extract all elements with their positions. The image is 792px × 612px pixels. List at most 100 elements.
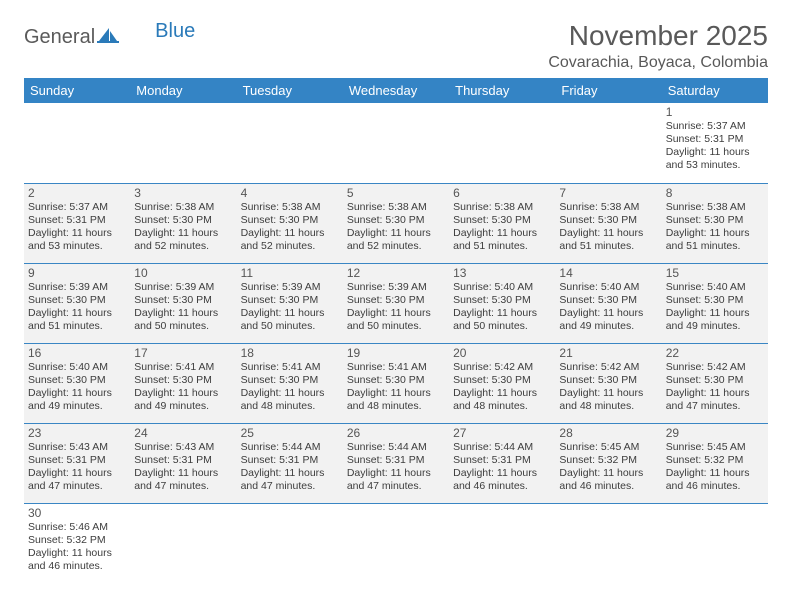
location-text: Covarachia, Boyaca, Colombia xyxy=(548,54,768,72)
sunrise-text: Sunrise: 5:44 AM xyxy=(453,441,551,454)
sunset-text: Sunset: 5:30 PM xyxy=(666,294,764,307)
sunrise-text: Sunrise: 5:40 AM xyxy=(28,361,126,374)
calendar-cell: 24Sunrise: 5:43 AMSunset: 5:31 PMDayligh… xyxy=(130,423,236,503)
daylight-text: Daylight: 11 hours and 46 minutes. xyxy=(28,547,126,573)
calendar-row: 16Sunrise: 5:40 AMSunset: 5:30 PMDayligh… xyxy=(24,343,768,423)
calendar-row: 9Sunrise: 5:39 AMSunset: 5:30 PMDaylight… xyxy=(24,263,768,343)
calendar-cell: 6Sunrise: 5:38 AMSunset: 5:30 PMDaylight… xyxy=(449,183,555,263)
calendar-row: 2Sunrise: 5:37 AMSunset: 5:31 PMDaylight… xyxy=(24,183,768,263)
day-header: Monday xyxy=(130,78,236,103)
calendar-cell: 3Sunrise: 5:38 AMSunset: 5:30 PMDaylight… xyxy=(130,183,236,263)
sunrise-text: Sunrise: 5:41 AM xyxy=(134,361,232,374)
sunset-text: Sunset: 5:30 PM xyxy=(28,294,126,307)
sunset-text: Sunset: 5:32 PM xyxy=(28,534,126,547)
sunset-text: Sunset: 5:30 PM xyxy=(241,214,339,227)
day-number: 26 xyxy=(347,426,445,440)
sunrise-text: Sunrise: 5:42 AM xyxy=(666,361,764,374)
daylight-text: Daylight: 11 hours and 52 minutes. xyxy=(347,227,445,253)
day-header: Sunday xyxy=(24,78,130,103)
day-number: 18 xyxy=(241,346,339,360)
sunrise-text: Sunrise: 5:39 AM xyxy=(134,281,232,294)
day-number: 1 xyxy=(666,105,764,119)
calendar-table: Sunday Monday Tuesday Wednesday Thursday… xyxy=(24,78,768,583)
day-number: 9 xyxy=(28,266,126,280)
page-header: General Blue November 2025 Covarachia, B… xyxy=(24,20,768,72)
daylight-text: Daylight: 11 hours and 47 minutes. xyxy=(241,467,339,493)
calendar-cell: 13Sunrise: 5:40 AMSunset: 5:30 PMDayligh… xyxy=(449,263,555,343)
sunrise-text: Sunrise: 5:39 AM xyxy=(241,281,339,294)
calendar-cell: 30Sunrise: 5:46 AMSunset: 5:32 PMDayligh… xyxy=(24,503,130,583)
sunset-text: Sunset: 5:31 PM xyxy=(453,454,551,467)
calendar-cell: 27Sunrise: 5:44 AMSunset: 5:31 PMDayligh… xyxy=(449,423,555,503)
sunset-text: Sunset: 5:31 PM xyxy=(134,454,232,467)
sunrise-text: Sunrise: 5:38 AM xyxy=(559,201,657,214)
sunset-text: Sunset: 5:31 PM xyxy=(28,454,126,467)
daylight-text: Daylight: 11 hours and 49 minutes. xyxy=(134,387,232,413)
sunrise-text: Sunrise: 5:39 AM xyxy=(347,281,445,294)
sunset-text: Sunset: 5:30 PM xyxy=(241,294,339,307)
daylight-text: Daylight: 11 hours and 47 minutes. xyxy=(347,467,445,493)
sunrise-text: Sunrise: 5:38 AM xyxy=(134,201,232,214)
calendar-cell xyxy=(130,503,236,583)
calendar-cell: 29Sunrise: 5:45 AMSunset: 5:32 PMDayligh… xyxy=(662,423,768,503)
sunset-text: Sunset: 5:30 PM xyxy=(241,374,339,387)
day-number: 13 xyxy=(453,266,551,280)
day-number: 7 xyxy=(559,186,657,200)
sunset-text: Sunset: 5:30 PM xyxy=(666,374,764,387)
day-header: Saturday xyxy=(662,78,768,103)
calendar-cell: 25Sunrise: 5:44 AMSunset: 5:31 PMDayligh… xyxy=(237,423,343,503)
calendar-cell: 23Sunrise: 5:43 AMSunset: 5:31 PMDayligh… xyxy=(24,423,130,503)
daylight-text: Daylight: 11 hours and 53 minutes. xyxy=(28,227,126,253)
sunrise-text: Sunrise: 5:41 AM xyxy=(347,361,445,374)
sunset-text: Sunset: 5:30 PM xyxy=(134,374,232,387)
daylight-text: Daylight: 11 hours and 47 minutes. xyxy=(134,467,232,493)
sunrise-text: Sunrise: 5:38 AM xyxy=(347,201,445,214)
day-number: 24 xyxy=(134,426,232,440)
daylight-text: Daylight: 11 hours and 46 minutes. xyxy=(559,467,657,493)
daylight-text: Daylight: 11 hours and 51 minutes. xyxy=(559,227,657,253)
calendar-row: 23Sunrise: 5:43 AMSunset: 5:31 PMDayligh… xyxy=(24,423,768,503)
day-number: 23 xyxy=(28,426,126,440)
calendar-cell xyxy=(237,503,343,583)
day-number: 25 xyxy=(241,426,339,440)
calendar-cell: 22Sunrise: 5:42 AMSunset: 5:30 PMDayligh… xyxy=(662,343,768,423)
calendar-row: 30Sunrise: 5:46 AMSunset: 5:32 PMDayligh… xyxy=(24,503,768,583)
day-number: 21 xyxy=(559,346,657,360)
daylight-text: Daylight: 11 hours and 49 minutes. xyxy=(28,387,126,413)
daylight-text: Daylight: 11 hours and 48 minutes. xyxy=(347,387,445,413)
sunrise-text: Sunrise: 5:44 AM xyxy=(241,441,339,454)
month-title: November 2025 xyxy=(548,20,768,52)
sunset-text: Sunset: 5:30 PM xyxy=(28,374,126,387)
sunrise-text: Sunrise: 5:41 AM xyxy=(241,361,339,374)
day-number: 11 xyxy=(241,266,339,280)
calendar-cell: 26Sunrise: 5:44 AMSunset: 5:31 PMDayligh… xyxy=(343,423,449,503)
sunrise-text: Sunrise: 5:42 AM xyxy=(559,361,657,374)
sunset-text: Sunset: 5:30 PM xyxy=(453,294,551,307)
daylight-text: Daylight: 11 hours and 48 minutes. xyxy=(241,387,339,413)
sail-icon xyxy=(97,26,119,49)
day-number: 17 xyxy=(134,346,232,360)
day-number: 4 xyxy=(241,186,339,200)
day-number: 22 xyxy=(666,346,764,360)
calendar-cell xyxy=(449,503,555,583)
calendar-cell: 19Sunrise: 5:41 AMSunset: 5:30 PMDayligh… xyxy=(343,343,449,423)
day-number: 30 xyxy=(28,506,126,520)
calendar-cell xyxy=(130,103,236,183)
sunset-text: Sunset: 5:30 PM xyxy=(347,374,445,387)
sunrise-text: Sunrise: 5:40 AM xyxy=(666,281,764,294)
sunrise-text: Sunrise: 5:40 AM xyxy=(453,281,551,294)
daylight-text: Daylight: 11 hours and 50 minutes. xyxy=(453,307,551,333)
daylight-text: Daylight: 11 hours and 46 minutes. xyxy=(453,467,551,493)
day-number: 20 xyxy=(453,346,551,360)
day-number: 28 xyxy=(559,426,657,440)
sunrise-text: Sunrise: 5:37 AM xyxy=(28,201,126,214)
calendar-cell: 5Sunrise: 5:38 AMSunset: 5:30 PMDaylight… xyxy=(343,183,449,263)
calendar-cell xyxy=(555,503,661,583)
day-number: 8 xyxy=(666,186,764,200)
sunset-text: Sunset: 5:30 PM xyxy=(453,374,551,387)
calendar-cell: 18Sunrise: 5:41 AMSunset: 5:30 PMDayligh… xyxy=(237,343,343,423)
calendar-cell: 7Sunrise: 5:38 AMSunset: 5:30 PMDaylight… xyxy=(555,183,661,263)
day-number: 16 xyxy=(28,346,126,360)
day-number: 15 xyxy=(666,266,764,280)
daylight-text: Daylight: 11 hours and 50 minutes. xyxy=(241,307,339,333)
